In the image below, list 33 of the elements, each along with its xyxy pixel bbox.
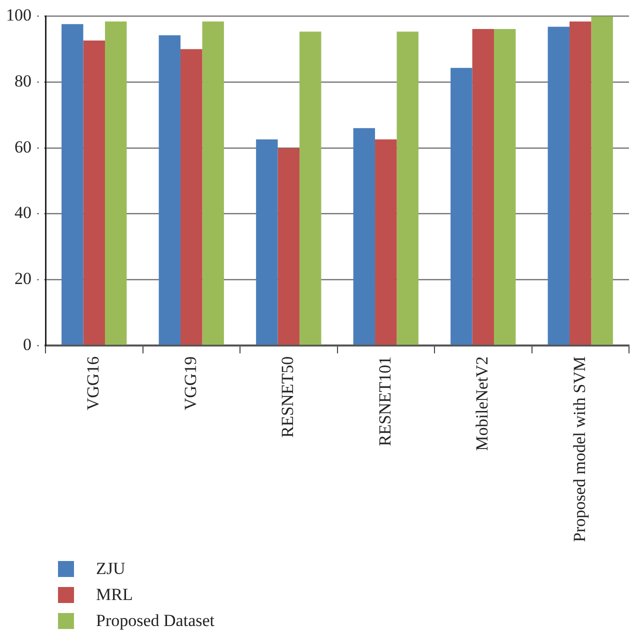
- bar: [494, 29, 516, 345]
- bar: [548, 26, 570, 345]
- y-tick-label: 100: [6, 6, 32, 25]
- y-tick-label: 80: [14, 72, 32, 91]
- bar: [396, 32, 418, 345]
- x-tick-label: Proposed model with SVM: [570, 356, 589, 542]
- bar: [158, 35, 181, 345]
- y-tick-label: 40: [14, 203, 32, 222]
- legend-label: Proposed Dataset: [96, 611, 215, 631]
- bar: [180, 49, 202, 345]
- x-tick-label: RESNET101: [375, 356, 394, 446]
- bar: [83, 40, 105, 345]
- bar: [278, 148, 300, 345]
- bar: [375, 139, 397, 345]
- y-tick-label: 20: [14, 269, 32, 288]
- x-tick-label: RESNET50: [278, 356, 298, 438]
- bar: [353, 128, 376, 345]
- bar: [472, 29, 494, 345]
- y-tick-label: 0: [23, 334, 32, 354]
- bar: [450, 68, 472, 345]
- bar: [202, 21, 224, 345]
- bar: [570, 21, 592, 345]
- bar: [256, 139, 278, 345]
- bar: [62, 24, 84, 345]
- x-tick-label: MobileNetV2: [472, 356, 492, 451]
- legend-label: ZJU: [96, 559, 126, 579]
- x-tick-label: VGG16: [84, 356, 103, 410]
- legend-label: MRL: [96, 585, 133, 605]
- bar: [104, 21, 127, 345]
- bar: [299, 32, 322, 345]
- y-tick-label: 60: [14, 137, 32, 156]
- bar: [591, 16, 613, 345]
- x-tick-label: VGG19: [180, 356, 200, 410]
